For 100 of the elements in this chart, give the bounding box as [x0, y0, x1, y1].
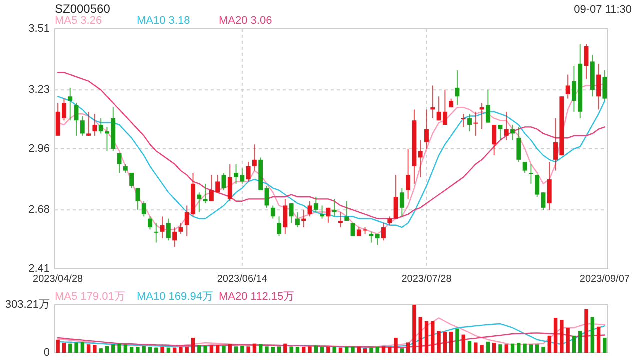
text: MA5 179.01万: [55, 291, 126, 303]
bar: [265, 346, 269, 353]
y-tick-label: 2.68: [28, 204, 50, 216]
bar: [290, 346, 294, 353]
bar: [480, 345, 484, 353]
bar: [492, 343, 496, 353]
bar: [468, 341, 472, 353]
bar: [523, 344, 527, 353]
text: MA10 169.94万: [137, 291, 214, 303]
bar: [418, 317, 422, 353]
bar: [578, 331, 582, 353]
bar: [406, 342, 410, 353]
bar: [529, 344, 534, 353]
bar: [596, 326, 601, 353]
bar: [166, 348, 171, 353]
bar: [517, 343, 521, 353]
chart-title: SZ000560: [55, 2, 111, 16]
bar: [474, 342, 478, 353]
bar: [246, 346, 250, 353]
bar: [210, 345, 214, 353]
bar: [222, 346, 226, 353]
bar: [338, 348, 343, 353]
y-tick-label: 2.41: [28, 262, 50, 275]
bar: [394, 338, 398, 353]
bar: [228, 344, 232, 353]
bar: [388, 346, 392, 353]
bar: [572, 336, 576, 353]
bar: [424, 321, 429, 353]
bar: [160, 346, 164, 353]
x-tick-label: 2023/04/28: [33, 274, 84, 285]
bar: [566, 328, 570, 353]
bar: [112, 344, 116, 353]
bar: [554, 318, 558, 353]
text: MA5 3.26: [55, 15, 102, 27]
bar: [462, 334, 466, 353]
bar: [302, 346, 306, 353]
bar: [504, 344, 508, 353]
bar: [74, 342, 78, 353]
bar: [271, 346, 275, 353]
x-tick-label: 2023/09/07: [580, 274, 630, 285]
bar: [179, 346, 183, 353]
bar: [431, 321, 435, 353]
bar: [234, 346, 238, 353]
y-tick-label: 2.96: [28, 142, 50, 155]
bar: [345, 346, 349, 353]
bar: [535, 344, 540, 353]
bar: [198, 345, 202, 353]
line-series: [57, 332, 606, 348]
bar: [510, 344, 515, 353]
bar: [449, 332, 454, 353]
bar: [486, 342, 490, 353]
bar: [548, 336, 552, 353]
bar: [142, 346, 146, 353]
bar: [258, 344, 263, 353]
bar: [332, 346, 336, 353]
bar: [118, 344, 122, 353]
bar: [376, 346, 380, 353]
bar: [284, 344, 288, 353]
y-tick-label: 3.51: [28, 22, 50, 35]
bar: [382, 346, 386, 353]
bar: [240, 346, 244, 353]
bar: [62, 343, 66, 353]
text: MA10 3.18: [137, 15, 190, 27]
y-tick-label: 0: [44, 346, 50, 359]
bar: [370, 348, 374, 353]
bar: [124, 344, 128, 353]
bar: [443, 332, 448, 353]
bar: [68, 344, 72, 353]
bar: [80, 342, 84, 353]
bar: [590, 317, 594, 353]
bar: [603, 338, 607, 353]
bar: [326, 346, 330, 353]
y-tick-label: 303.21万: [5, 298, 50, 311]
bar: [154, 348, 158, 353]
bar: [357, 346, 361, 353]
bar: [56, 340, 60, 353]
bar: [314, 346, 318, 353]
x-tick-label: 2023/06/14: [217, 274, 268, 285]
text: MA20 3.06: [219, 15, 272, 27]
bar: [105, 346, 110, 353]
bar: [252, 344, 257, 353]
bar: [542, 346, 546, 353]
bar: [351, 346, 355, 353]
bar: [400, 348, 404, 353]
bar: [560, 320, 564, 353]
x-tick-label: 2023/07/28: [402, 274, 452, 285]
bar: [456, 328, 460, 353]
bar: [296, 346, 300, 353]
bar: [172, 348, 177, 353]
bar: [130, 346, 134, 353]
text: 09-07 11:30: [574, 4, 632, 16]
bar: [498, 344, 502, 353]
bar: [148, 346, 152, 353]
y-tick-label: 3.23: [28, 84, 50, 96]
bar: [185, 346, 189, 353]
bar: [308, 346, 312, 353]
bar: [584, 309, 588, 353]
bar: [437, 331, 441, 353]
bar: [277, 346, 282, 353]
bar: [216, 345, 220, 353]
